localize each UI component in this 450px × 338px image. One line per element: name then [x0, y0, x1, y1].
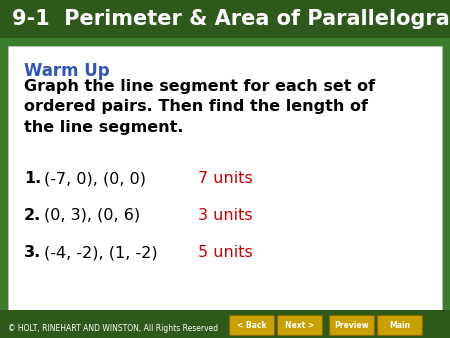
FancyBboxPatch shape [278, 315, 323, 336]
Text: 5 units: 5 units [198, 245, 253, 260]
Text: (-4, -2), (1, -2): (-4, -2), (1, -2) [44, 245, 158, 260]
Text: 3.: 3. [24, 245, 41, 260]
Text: 2.: 2. [24, 208, 41, 223]
Text: (0, 3), (0, 6): (0, 3), (0, 6) [44, 208, 140, 223]
FancyBboxPatch shape [0, 0, 450, 38]
Text: 7 units: 7 units [198, 171, 253, 186]
Text: Preview: Preview [335, 321, 369, 330]
FancyBboxPatch shape [8, 46, 442, 310]
Text: (-7, 0), (0, 0): (-7, 0), (0, 0) [44, 171, 146, 186]
Text: Main: Main [389, 321, 410, 330]
Text: Next >: Next > [285, 321, 315, 330]
Text: Warm Up: Warm Up [24, 62, 110, 80]
Text: Graph the line segment for each set of
ordered pairs. Then find the length of
th: Graph the line segment for each set of o… [24, 79, 375, 135]
Text: 1.: 1. [24, 171, 41, 186]
Text: 3 units: 3 units [198, 208, 252, 223]
FancyBboxPatch shape [230, 315, 274, 336]
Text: < Back: < Back [237, 321, 267, 330]
Text: © HOLT, RINEHART AND WINSTON, All Rights Reserved: © HOLT, RINEHART AND WINSTON, All Rights… [8, 324, 218, 333]
FancyBboxPatch shape [0, 310, 450, 338]
Text: 9-1  Perimeter & Area of Parallelograms: 9-1 Perimeter & Area of Parallelograms [12, 9, 450, 29]
FancyBboxPatch shape [378, 315, 423, 336]
FancyBboxPatch shape [329, 315, 374, 336]
